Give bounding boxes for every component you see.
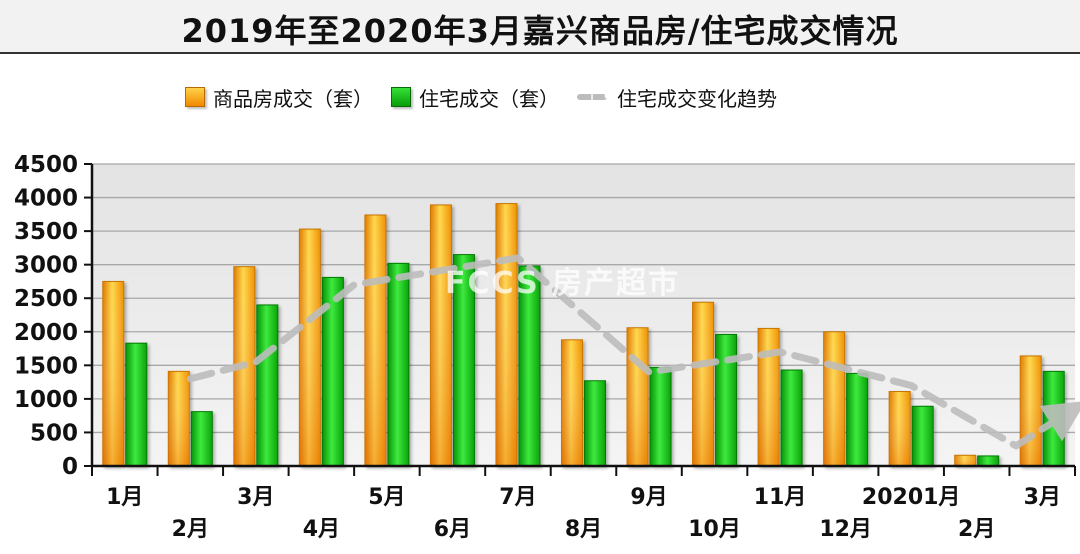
commercial-bar-shade <box>561 339 583 466</box>
residential-bar <box>125 342 148 467</box>
x-tick-label: 2月 <box>172 517 209 542</box>
chart-title: 2019年至2020年3月嘉兴商品房/住宅成交情况 <box>181 12 899 50</box>
commercial-bar-shade <box>1020 355 1042 466</box>
bar-chart: 0 500 1000 1500 2000 2500 3000 3500 4000 4500 1月 2月… <box>14 152 1080 542</box>
legend-label-residential: 住宅成交（套） <box>419 86 559 111</box>
residential-bar <box>977 455 1000 467</box>
legend-item-residential: 住宅成交（套） <box>391 83 559 112</box>
residential-bar <box>584 380 606 467</box>
x-tick-label: 20201月 <box>862 485 961 510</box>
residential-bar <box>190 411 213 467</box>
commercial-bar-shade <box>430 204 452 466</box>
trend-line <box>186 254 1080 450</box>
legend-item-commercial: 商品房成交（套） <box>185 83 373 112</box>
x-tick-label: 1月 <box>106 485 143 510</box>
legend-swatch-residential <box>391 87 411 107</box>
commercial-bar-shade <box>954 455 976 466</box>
axes: 0 500 1000 1500 2000 2500 3000 3500 4000 4500 1月 2月… <box>14 152 1076 542</box>
y-tick-label: 1000 <box>14 387 78 413</box>
x-tick-label: 6月 <box>434 517 471 542</box>
x-tick-label: 10月 <box>688 517 741 542</box>
residential-bar <box>256 304 279 467</box>
y-tick-label: 2500 <box>14 286 78 312</box>
legend-label-commercial: 商品房成交（套） <box>213 86 373 111</box>
x-tick-label: 2月 <box>958 517 995 542</box>
commercial-bar-shade <box>168 371 190 466</box>
commercial-bar-shade <box>823 331 845 466</box>
x-tick-label: 8月 <box>565 517 602 542</box>
commercial-bar-shade <box>692 302 714 466</box>
commercial-bar-shade <box>495 203 517 466</box>
residential-bar <box>387 262 410 467</box>
x-tick-label: 12月 <box>819 517 872 542</box>
commercial-bar-shade <box>758 328 780 466</box>
plot-area <box>92 163 1075 466</box>
y-tick-label: 500 <box>30 420 78 446</box>
legend-item-trend: 住宅成交变化趋势 <box>577 83 777 112</box>
watermark: FCCS 房产超市 <box>445 266 681 301</box>
residential-bar <box>780 369 803 467</box>
x-tick-label: 11月 <box>754 485 807 510</box>
y-tick-label: 4500 <box>14 152 78 178</box>
y-tick-label: 3000 <box>14 253 78 279</box>
commercial-bar-shade <box>627 327 649 466</box>
x-tick-label: 3月 <box>1024 485 1061 510</box>
legend-swatch-commercial <box>185 87 205 107</box>
title-bar: 2019年至2020年3月嘉兴商品房/住宅成交情况 <box>0 0 1080 54</box>
x-tick-label: 9月 <box>630 485 667 510</box>
legend-swatch-trend <box>577 94 607 100</box>
commercial-bar-shade <box>299 229 321 466</box>
commercial-bar-shade <box>889 391 911 466</box>
x-tick-label: 7月 <box>499 485 536 510</box>
y-tick-label: 2000 <box>14 320 78 346</box>
x-tick-label: 3月 <box>237 485 274 510</box>
y-tick-label: 3500 <box>14 219 78 245</box>
x-tick-label: 5月 <box>368 485 405 510</box>
legend: 商品房成交（套） 住宅成交（套） 住宅成交变化趋势 <box>185 82 795 112</box>
trend-layer <box>186 254 1080 450</box>
y-tick-label: 1500 <box>14 353 78 379</box>
y-tick-label: 0 <box>62 454 78 480</box>
residential-bar <box>715 333 738 467</box>
x-tick-label: 4月 <box>303 517 340 542</box>
commercial-bar-shade <box>102 281 124 466</box>
residential-bar <box>846 372 869 467</box>
y-tick-label: 4000 <box>14 186 78 212</box>
residential-bar <box>911 405 934 467</box>
legend-label-trend: 住宅成交变化趋势 <box>617 86 777 111</box>
commercial-bar-shade <box>364 215 386 466</box>
residential-bar <box>649 366 672 467</box>
